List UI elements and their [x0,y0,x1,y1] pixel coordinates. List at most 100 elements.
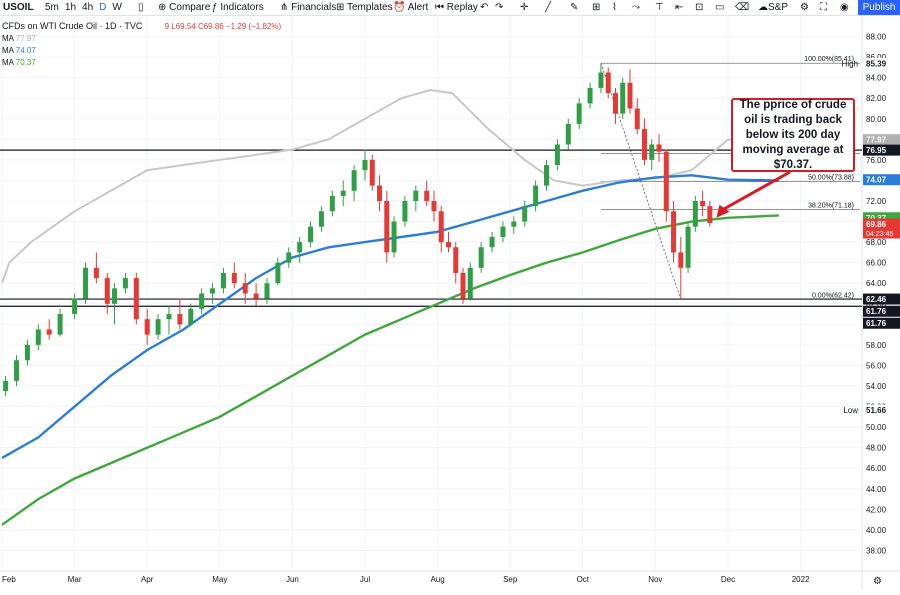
time-axis-label: 2022 [792,575,810,584]
price-badge [863,57,900,69]
price-axis-tick: 66.00 [866,259,887,268]
candle-body [3,380,9,392]
price-chart[interactable]: 100.00%(85.41)61.80%(76.60)50.00%(73.88)… [0,16,900,590]
candle-body [700,201,706,207]
candle-body [253,293,259,299]
price-badge-value: 77.97 [866,136,887,145]
time-axis-label: Apr [141,575,154,584]
candle-body [402,201,408,222]
candle-body [384,201,390,253]
alert-label: Alert [407,2,429,13]
chart-canvas[interactable]: 100.00%(85.41)61.80%(76.60)50.00%(73.88)… [0,16,900,590]
time-axis-label: Dec [721,575,735,584]
legend-title-row: CFDs on WTI Crude Oil · 1D · TVC 9 L69.5… [2,21,281,31]
candle-body [24,344,30,361]
price-badge-value: 61.76 [866,307,887,316]
candle-body [93,267,99,279]
cursor-icon[interactable]: ✛ [520,2,529,13]
pencil-icon[interactable]: ✎ [570,2,579,13]
sticker-icon[interactable]: ⊡ [695,2,704,13]
measure-icon[interactable]: ⇤ [675,2,684,13]
price-badge-value: 51.66 [866,406,887,415]
templates-icon: ⊞ [336,2,345,13]
price-badge-value: 85.39 [866,59,887,68]
candle-body [438,211,444,243]
timeframe-selector[interactable]: 5m 1h 4h D W [45,0,131,15]
time-axis-label: Aug [430,575,444,584]
candle-body [329,195,335,212]
candle-body [188,308,194,325]
rectangle-icon[interactable]: ▭ [715,2,725,13]
candle-body [210,288,216,294]
price-badge [863,134,900,146]
undo-icon[interactable]: ↶ [480,2,489,13]
timeframe-d[interactable]: D [99,2,107,13]
candle-body [598,72,604,88]
moving-average-line [1,174,779,459]
candle-body [57,314,63,335]
price-badge-value: 62.46 [866,295,887,304]
settings-icon[interactable]: ⚙ [800,2,809,13]
candle-body [413,190,419,201]
indicators-button[interactable]: ƒ Indicators [212,0,264,15]
bar-style-icon[interactable]: ▯ [138,2,144,13]
alarm-icon: ⏰ [393,2,406,13]
candle-body [391,221,397,253]
publish-button[interactable]: Publish [858,0,900,15]
legend-ma-row-2: MA 74.07 [2,46,36,55]
candle-body [685,226,691,268]
financials-button[interactable]: ⋔ Financials [280,0,336,15]
plus-icon: ⊕ [158,2,167,13]
pattern-icon[interactable]: ⤳ [632,2,640,13]
alert-button[interactable]: ⏰ Alert [393,0,428,15]
legend-ma-value: 74.07 [15,46,36,55]
sp-button[interactable]: ☁S&P [758,0,788,15]
candle-body [627,82,633,109]
financials-label: Financials [291,2,337,13]
redo-icon[interactable]: ↷ [495,2,504,13]
price-axis-tick: 44.00 [866,485,887,494]
candle-body [340,190,346,196]
candle-body [489,236,495,248]
candle-body [220,272,226,289]
fib-level-label: 100.00%(85.41) [804,56,854,63]
timeframe-4h[interactable]: 4h [82,2,94,13]
timeframe-5m[interactable]: 5m [45,2,59,13]
time-axis-label: Feb [2,575,16,584]
eraser-icon[interactable]: ⌫ [735,2,750,13]
candle-body [177,314,183,325]
candle-body [351,170,357,191]
timeframe-w[interactable]: W [112,2,122,13]
scroll-to-latest-icon[interactable]: ⚙ [873,576,882,587]
symbol-search[interactable]: USOIL [3,2,34,13]
price-badge-label: Low [843,406,858,415]
time-axis-label: Mar [68,575,82,584]
candle-body [467,267,473,299]
candle-body [460,272,466,299]
price-badge [863,293,900,305]
templates-button[interactable]: ⊞ Templates [336,0,393,15]
text-tool-icon[interactable]: ⊤ [655,2,664,13]
compare-button[interactable]: ⊕ Compare [158,0,210,15]
candle-body [297,242,303,253]
price-axis-tick: 50.00 [866,423,887,432]
fullscreen-icon[interactable]: ⛶ [820,2,827,13]
annotation-callout: The pprice of crude oil is trading back … [731,98,855,172]
candle-body [14,360,20,381]
price-axis-tick: 48.00 [866,444,887,453]
time-axis-label: Sep [503,575,518,584]
replay-button[interactable]: ⏮ Replay [435,0,478,15]
price-badge [863,218,900,239]
candle-body [642,129,648,160]
trendline-icon[interactable]: ╱ [545,2,552,13]
templates-label: Templates [347,2,393,13]
camera-icon[interactable]: ◉ [840,2,849,13]
candle-body [692,201,698,227]
fib-icon[interactable]: ⊞ [592,2,601,13]
timeframe-1h[interactable]: 1h [64,2,77,13]
brush-icon[interactable]: ⌇ [612,2,617,13]
candle-body [678,252,684,268]
price-axis-tick: 80.00 [866,115,887,124]
candle-body [663,151,669,212]
price-axis-tick: 38.00 [866,546,887,555]
